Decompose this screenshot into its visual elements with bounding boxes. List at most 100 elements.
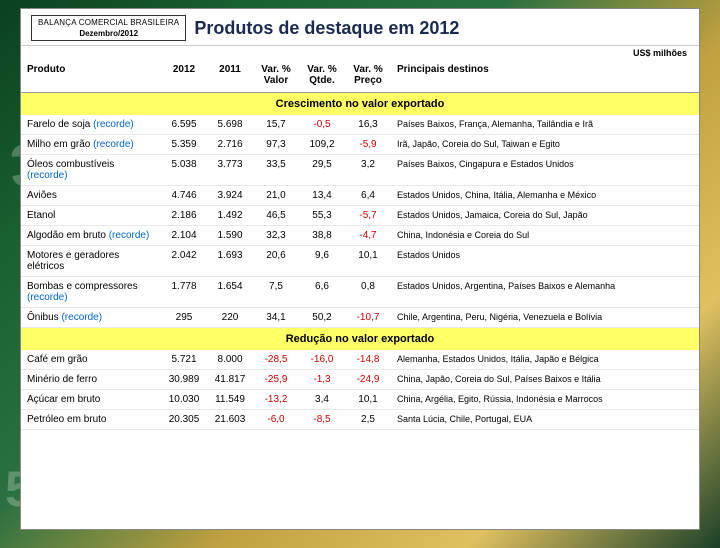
cell-var-preco: -4,7 xyxy=(345,226,391,246)
cell-2012: 2.042 xyxy=(161,246,207,277)
cell-destinos: Estados Unidos xyxy=(391,246,699,277)
cell-produto: Motores e geradores elétricos xyxy=(21,246,161,277)
cell-var-preco: 10,1 xyxy=(345,390,391,410)
recorde-tag: (recorde) xyxy=(93,119,134,130)
cell-var-valor: 97,3 xyxy=(253,135,299,155)
cell-2012: 2.104 xyxy=(161,226,207,246)
cell-var-valor: 21,0 xyxy=(253,186,299,206)
cell-2011: 8.000 xyxy=(207,350,253,370)
cell-2011: 3.924 xyxy=(207,186,253,206)
cell-var-valor: 20,6 xyxy=(253,246,299,277)
cell-destinos: Países Baixos, França, Alemanha, Tailând… xyxy=(391,115,699,135)
cell-destinos: China, Argélia, Egito, Rússia, Indonésia… xyxy=(391,390,699,410)
report-page: BALANÇA COMERCIAL BRASILEIRA Dezembro/20… xyxy=(20,8,700,530)
cell-produto: Ônibus (recorde) xyxy=(21,308,161,328)
cell-var-qtde: 13,4 xyxy=(299,186,345,206)
cell-2011: 41.817 xyxy=(207,370,253,390)
table-row: Farelo de soja (recorde)6.5955.69815,7-0… xyxy=(21,115,699,135)
section-header: Redução no valor exportado xyxy=(21,328,699,351)
cell-destinos: Estados Unidos, China, Itália, Alemanha … xyxy=(391,186,699,206)
cell-produto: Petróleo em bruto xyxy=(21,410,161,430)
col-2012: 2012 xyxy=(161,58,207,93)
cell-destinos: Alemanha, Estados Unidos, Itália, Japão … xyxy=(391,350,699,370)
col-produto: Produto xyxy=(21,58,161,93)
table-row: Aviões 4.7463.92421,013,46,4Estados Unid… xyxy=(21,186,699,206)
cell-var-qtde: 9,6 xyxy=(299,246,345,277)
cell-2012: 10.030 xyxy=(161,390,207,410)
page-title: Produtos de destaque em 2012 xyxy=(194,18,459,39)
cell-var-qtde: -0,5 xyxy=(299,115,345,135)
cell-destinos: China, Indonésia e Coreia do Sul xyxy=(391,226,699,246)
cell-produto: Óleos combustíveis (recorde) xyxy=(21,155,161,186)
cell-2012: 295 xyxy=(161,308,207,328)
col-2011: 2011 xyxy=(207,58,253,93)
cell-var-valor: 32,3 xyxy=(253,226,299,246)
cell-var-preco: -5,7 xyxy=(345,206,391,226)
cell-var-valor: 15,7 xyxy=(253,115,299,135)
header: BALANÇA COMERCIAL BRASILEIRA Dezembro/20… xyxy=(21,9,699,46)
cell-var-valor: -25,9 xyxy=(253,370,299,390)
cell-var-qtde: 55,3 xyxy=(299,206,345,226)
table-header-row: Produto 2012 2011 Var. % Valor Var. % Qt… xyxy=(21,58,699,93)
cell-var-preco: 16,3 xyxy=(345,115,391,135)
col-var-qtde: Var. % Qtde. xyxy=(299,58,345,93)
cell-var-valor: -28,5 xyxy=(253,350,299,370)
products-table: Produto 2012 2011 Var. % Valor Var. % Qt… xyxy=(21,58,699,430)
cell-var-preco: -24,9 xyxy=(345,370,391,390)
cell-var-qtde: -1,3 xyxy=(299,370,345,390)
cell-2012: 20.305 xyxy=(161,410,207,430)
table-row: Etanol 2.1861.49246,555,3-5,7Estados Uni… xyxy=(21,206,699,226)
cell-2011: 220 xyxy=(207,308,253,328)
cell-2011: 21.603 xyxy=(207,410,253,430)
cell-var-preco: 0,8 xyxy=(345,277,391,308)
cell-2012: 5.359 xyxy=(161,135,207,155)
cell-var-qtde: 38,8 xyxy=(299,226,345,246)
badge-period: Dezembro/2012 xyxy=(38,29,179,39)
cell-produto: Algodão em bruto (recorde) xyxy=(21,226,161,246)
cell-produto: Farelo de soja (recorde) xyxy=(21,115,161,135)
recorde-tag: (recorde) xyxy=(27,170,68,181)
cell-2011: 11.549 xyxy=(207,390,253,410)
cell-destinos: Chile, Argentina, Peru, Nigéria, Venezue… xyxy=(391,308,699,328)
cell-2012: 2.186 xyxy=(161,206,207,226)
cell-2012: 30.989 xyxy=(161,370,207,390)
cell-destinos: China, Japão, Coreia do Sul, Países Baix… xyxy=(391,370,699,390)
cell-produto: Minério de ferro xyxy=(21,370,161,390)
col-destinos: Principais destinos xyxy=(391,58,699,93)
cell-var-preco: -5,9 xyxy=(345,135,391,155)
table-row: Milho em grão (recorde)5.3592.71697,3109… xyxy=(21,135,699,155)
recorde-tag: (recorde) xyxy=(93,139,134,150)
cell-var-valor: -13,2 xyxy=(253,390,299,410)
table-row: Café em grão 5.7218.000-28,5-16,0-14,8Al… xyxy=(21,350,699,370)
col-var-preco: Var. % Preço xyxy=(345,58,391,93)
cell-var-valor: 33,5 xyxy=(253,155,299,186)
cell-produto: Etanol xyxy=(21,206,161,226)
recorde-tag: (recorde) xyxy=(27,292,68,303)
cell-produto: Milho em grão (recorde) xyxy=(21,135,161,155)
recorde-tag: (recorde) xyxy=(109,230,150,241)
cell-2011: 1.693 xyxy=(207,246,253,277)
section-header: Crescimento no valor exportado xyxy=(21,93,699,116)
cell-var-preco: 2,5 xyxy=(345,410,391,430)
cell-var-qtde: 29,5 xyxy=(299,155,345,186)
cell-var-qtde: 3,4 xyxy=(299,390,345,410)
cell-2012: 5.038 xyxy=(161,155,207,186)
currency-unit: US$ milhões xyxy=(21,46,699,58)
cell-destinos: Irã, Japão, Coreia do Sul, Taiwan e Egit… xyxy=(391,135,699,155)
cell-produto: Café em grão xyxy=(21,350,161,370)
table-row: Bombas e compressores (recorde)1.7781.65… xyxy=(21,277,699,308)
table-row: Petróleo em bruto 20.30521.603-6,0-8,52,… xyxy=(21,410,699,430)
period-badge: BALANÇA COMERCIAL BRASILEIRA Dezembro/20… xyxy=(31,15,186,41)
table-row: Óleos combustíveis (recorde)5.0383.77333… xyxy=(21,155,699,186)
cell-2011: 2.716 xyxy=(207,135,253,155)
cell-var-qtde: -8,5 xyxy=(299,410,345,430)
cell-destinos: Países Baixos, Cingapura e Estados Unido… xyxy=(391,155,699,186)
section-title: Redução no valor exportado xyxy=(21,328,699,351)
recorde-tag: (recorde) xyxy=(61,312,102,323)
col-var-valor: Var. % Valor xyxy=(253,58,299,93)
cell-2011: 1.492 xyxy=(207,206,253,226)
table-row: Motores e geradores elétricos 2.0421.693… xyxy=(21,246,699,277)
cell-2011: 5.698 xyxy=(207,115,253,135)
cell-2011: 1.590 xyxy=(207,226,253,246)
cell-2011: 1.654 xyxy=(207,277,253,308)
